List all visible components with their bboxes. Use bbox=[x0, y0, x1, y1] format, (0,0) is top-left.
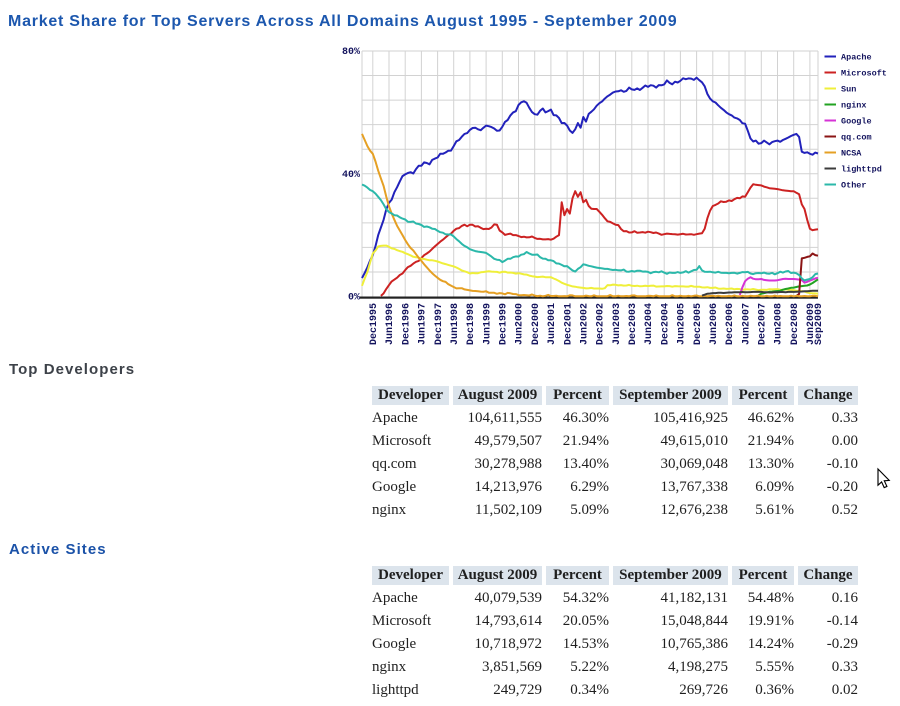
svg-text:nginx: nginx bbox=[841, 101, 867, 111]
svg-text:Microsoft: Microsoft bbox=[841, 69, 887, 79]
svg-text:Dec2008: Dec2008 bbox=[790, 303, 801, 345]
svg-text:Jun1998: Jun1998 bbox=[450, 303, 461, 345]
svg-text:Dec2004: Dec2004 bbox=[660, 303, 671, 345]
svg-text:lighttpd: lighttpd bbox=[841, 165, 882, 175]
svg-text:Dec1999: Dec1999 bbox=[499, 303, 510, 345]
svg-text:NCSA: NCSA bbox=[841, 149, 862, 159]
svg-text:Apache: Apache bbox=[841, 53, 872, 63]
svg-text:Google: Google bbox=[841, 117, 872, 127]
svg-text:Jun2006: Jun2006 bbox=[709, 303, 720, 345]
svg-text:Dec2001: Dec2001 bbox=[563, 303, 574, 345]
svg-text:Jun2003: Jun2003 bbox=[612, 303, 623, 345]
svg-text:Dec2002: Dec2002 bbox=[596, 303, 607, 345]
svg-text:Jun2009: Jun2009 bbox=[806, 303, 817, 345]
svg-text:Jun2008: Jun2008 bbox=[774, 303, 785, 345]
svg-text:Jun1997: Jun1997 bbox=[418, 303, 429, 345]
svg-text:Jun2000: Jun2000 bbox=[515, 303, 526, 345]
svg-text:Dec1996: Dec1996 bbox=[401, 303, 412, 345]
svg-text:Jun2004: Jun2004 bbox=[644, 303, 655, 345]
svg-text:Dec2000: Dec2000 bbox=[531, 303, 542, 345]
svg-text:Dec1998: Dec1998 bbox=[466, 303, 477, 345]
svg-text:Jun1996: Jun1996 bbox=[385, 303, 396, 345]
svg-text:qq.com: qq.com bbox=[841, 133, 872, 143]
svg-text:Dec1997: Dec1997 bbox=[434, 303, 445, 345]
svg-text:Dec2005: Dec2005 bbox=[693, 303, 704, 345]
svg-text:40%: 40% bbox=[342, 170, 360, 181]
svg-text:Jun1999: Jun1999 bbox=[482, 303, 493, 345]
svg-text:Other: Other bbox=[841, 181, 867, 191]
svg-text:Sun: Sun bbox=[841, 85, 856, 95]
svg-text:Dec1995: Dec1995 bbox=[369, 303, 380, 345]
svg-text:Jun2001: Jun2001 bbox=[547, 303, 558, 345]
svg-text:Dec2003: Dec2003 bbox=[628, 303, 639, 345]
svg-text:Sep2009: Sep2009 bbox=[814, 303, 825, 345]
svg-text:Dec2006: Dec2006 bbox=[725, 303, 736, 345]
svg-text:80%: 80% bbox=[342, 47, 360, 58]
svg-text:0%: 0% bbox=[348, 293, 360, 304]
svg-text:Jun2005: Jun2005 bbox=[677, 303, 688, 345]
svg-text:Jun2002: Jun2002 bbox=[580, 303, 591, 345]
svg-text:Dec2007: Dec2007 bbox=[758, 303, 769, 345]
svg-text:Jun2007: Jun2007 bbox=[741, 303, 752, 345]
